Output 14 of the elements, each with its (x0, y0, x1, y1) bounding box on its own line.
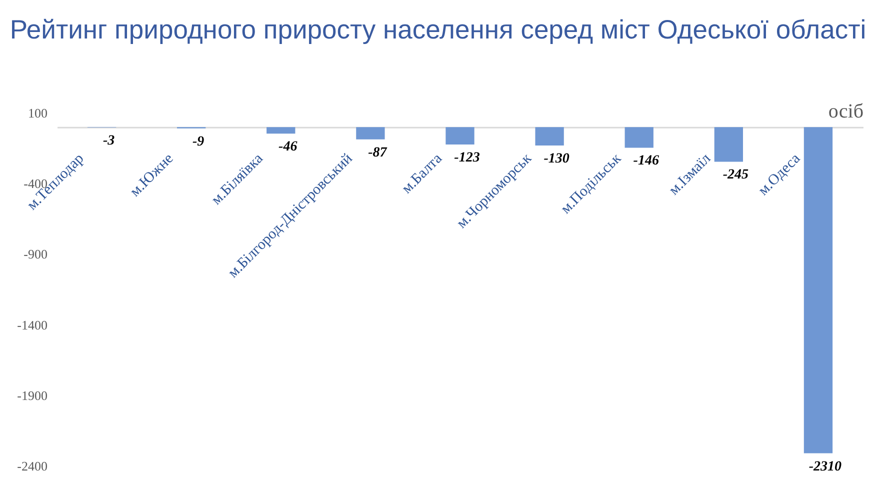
data-label: -9 (192, 134, 204, 150)
y-tick-label: -1900 (17, 388, 48, 403)
data-label: -3 (102, 134, 115, 149)
y-tick-label: -900 (24, 246, 48, 262)
data-label: -245 (722, 168, 749, 183)
chart-title: Рейтинг природного приросту населення серед міст Одеської області (10, 14, 866, 45)
y-tick-label: -1400 (17, 317, 48, 332)
y-tick-label: -2400 (17, 458, 48, 474)
data-label: -46 (278, 140, 298, 155)
data-label: -146 (633, 154, 659, 169)
data-label: -87 (368, 145, 388, 160)
y-axis-title: осіб (828, 100, 864, 123)
y-tick-label: 100 (28, 106, 48, 120)
data-label: -2310 (808, 459, 842, 474)
